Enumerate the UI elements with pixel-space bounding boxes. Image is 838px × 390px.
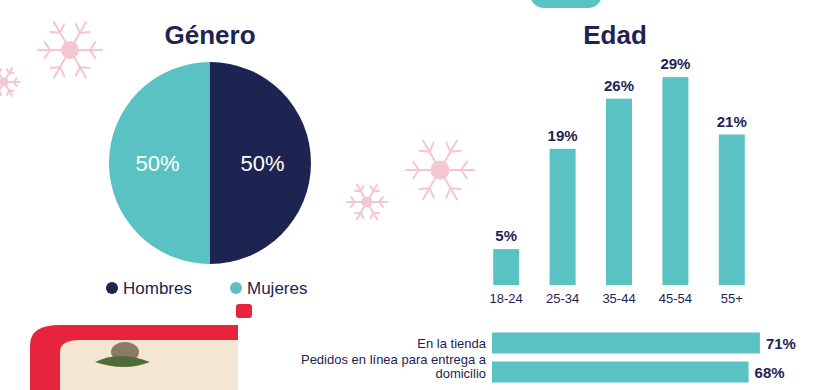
snowflake-branch: [429, 188, 433, 197]
snowflake-branch: [51, 66, 61, 69]
legend-swatch: [230, 282, 242, 294]
data-label: 29%: [660, 55, 690, 72]
snowflake-core: [61, 41, 79, 59]
snowflake-branch: [429, 143, 433, 152]
tick-label: 18-24: [490, 291, 523, 306]
snowflake-core: [0, 78, 8, 87]
tick-label: 25-34: [546, 291, 579, 306]
pine-needles: [95, 356, 150, 367]
snowflake-branch: [80, 31, 90, 34]
legend-label: Hombres: [123, 279, 192, 298]
snowflake-branch: [0, 69, 1, 73]
tick-label: Pedidos en línea para entrega adomicilio: [301, 352, 487, 381]
legend-swatch: [106, 282, 118, 294]
bar: [550, 149, 576, 285]
snowflake-core: [430, 160, 449, 179]
bars: [493, 77, 745, 285]
chart-root: Género 50% 50% Hombres Mujeres Edad 5% 18-24 19%…: [0, 0, 838, 390]
data-label: 50%: [135, 151, 179, 176]
pie-slice: [210, 62, 311, 264]
snowflake-core: [361, 196, 372, 207]
snowflake-branch: [419, 187, 429, 190]
bar: [606, 99, 632, 285]
bar: [492, 333, 760, 354]
legend-label: Mujeres: [247, 279, 307, 298]
snowflake-branch: [371, 213, 374, 218]
snowflake-branch: [7, 91, 9, 95]
snowflake-branch: [76, 67, 80, 76]
chart-title: Edad: [583, 20, 647, 50]
snowflake-branch: [90, 42, 96, 50]
data-label: 19%: [548, 127, 578, 144]
tick-label-line: domicilio: [435, 366, 486, 381]
snowflake-branch: [413, 170, 419, 178]
snowflake-branch: [446, 188, 450, 197]
snowflake-branch: [60, 67, 64, 76]
top-tab: [530, 0, 602, 8]
snowflake-branch: [361, 186, 364, 191]
snowflake-branch: [413, 162, 419, 170]
tick-label: 35-44: [602, 291, 635, 306]
snowflake-branch: [45, 50, 51, 58]
snowflake-branch: [419, 150, 429, 153]
snowflake-branch: [60, 24, 64, 33]
data-label: 71%: [766, 335, 796, 352]
snowflake: [0, 68, 20, 96]
snowflake-branch: [90, 50, 96, 58]
tick-label: En la tienda: [417, 336, 486, 351]
tick-label: 45-54: [659, 291, 692, 306]
pie-slice: [109, 62, 210, 264]
data-label: 21%: [717, 113, 747, 130]
accent-square: [236, 304, 252, 318]
snowflake-branch: [45, 42, 51, 50]
canvas: Género 50% 50% Hombres Mujeres Edad 5% 18-24 19%…: [0, 0, 838, 390]
snowflake-branch: [76, 24, 80, 33]
snowflake-branch: [9, 72, 14, 74]
snowflake-branch: [373, 190, 379, 193]
snowflake-branch: [355, 212, 361, 215]
snowflake-branch: [0, 91, 1, 95]
tick-label: 55+: [721, 291, 743, 306]
snowflake-branch: [351, 197, 354, 202]
bars: [492, 333, 760, 383]
tick-label-line: Pedidos en línea para entrega a: [301, 352, 487, 367]
bar: [493, 249, 519, 285]
snowflake-branch: [461, 170, 467, 178]
photo-paper: [60, 340, 238, 390]
data-label: 26%: [604, 77, 634, 94]
snowflake-branch: [446, 143, 450, 152]
snowflake-branch: [14, 82, 17, 86]
snowflake-branch: [51, 31, 61, 34]
data-label: 68%: [755, 364, 785, 381]
bar: [492, 362, 749, 383]
snowflake-branch: [461, 162, 467, 170]
chart-title: Género: [164, 20, 255, 50]
data-label: 5%: [495, 227, 517, 244]
bar: [719, 135, 745, 286]
photo-frame: [30, 325, 238, 390]
pie-slices: [109, 62, 311, 264]
snowflake: [38, 22, 102, 77]
snowflake-branch: [80, 66, 90, 69]
tick-label-line: En la tienda: [417, 336, 486, 351]
snowflake-branch: [451, 187, 461, 190]
bar: [662, 77, 688, 285]
snowflake-branch: [451, 150, 461, 153]
data-label: 50%: [240, 151, 284, 176]
snowflake: [347, 185, 387, 220]
snowflake-branch: [379, 202, 382, 207]
snowflake: [406, 141, 474, 200]
